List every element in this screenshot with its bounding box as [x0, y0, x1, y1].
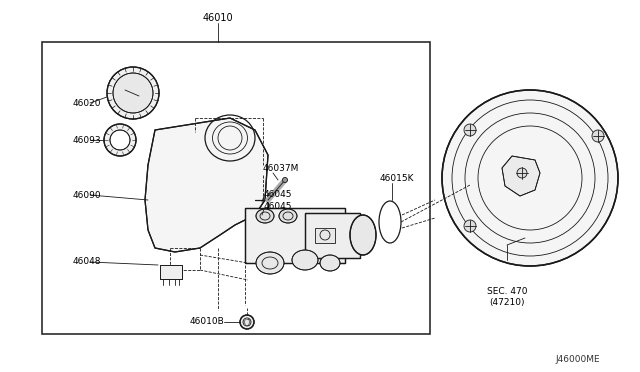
Text: 46045: 46045 — [264, 189, 292, 199]
Bar — [245, 208, 345, 263]
Ellipse shape — [350, 215, 376, 255]
Circle shape — [464, 220, 476, 232]
Circle shape — [110, 130, 130, 150]
Bar — [160, 265, 182, 279]
Circle shape — [107, 67, 159, 119]
Ellipse shape — [279, 209, 297, 223]
Ellipse shape — [256, 252, 284, 274]
Text: 46020: 46020 — [73, 99, 102, 108]
Text: J46000ME: J46000ME — [556, 356, 600, 365]
Polygon shape — [145, 118, 268, 252]
Circle shape — [104, 124, 136, 156]
Text: 46015K: 46015K — [380, 173, 415, 183]
Text: SEC. 470: SEC. 470 — [487, 288, 527, 296]
Text: 46010B: 46010B — [189, 317, 224, 327]
Circle shape — [282, 177, 287, 183]
Bar — [315, 228, 335, 243]
Ellipse shape — [256, 209, 274, 223]
Bar — [305, 213, 360, 258]
Text: (47210): (47210) — [489, 298, 525, 307]
Circle shape — [464, 124, 476, 136]
Polygon shape — [502, 156, 540, 196]
Text: 46010: 46010 — [203, 13, 234, 23]
Bar — [42, 42, 430, 334]
Circle shape — [442, 90, 618, 266]
Text: 46037M: 46037M — [263, 164, 300, 173]
Ellipse shape — [320, 255, 340, 271]
Circle shape — [113, 73, 153, 113]
Bar — [245, 208, 345, 263]
Text: 46048: 46048 — [73, 257, 102, 266]
Circle shape — [517, 168, 527, 178]
Bar — [305, 213, 360, 258]
Circle shape — [592, 130, 604, 142]
Circle shape — [240, 315, 254, 329]
Text: 46090: 46090 — [73, 190, 102, 199]
Text: 46045: 46045 — [264, 202, 292, 211]
Text: 46093: 46093 — [73, 135, 102, 144]
Ellipse shape — [292, 250, 318, 270]
Bar — [160, 265, 182, 279]
